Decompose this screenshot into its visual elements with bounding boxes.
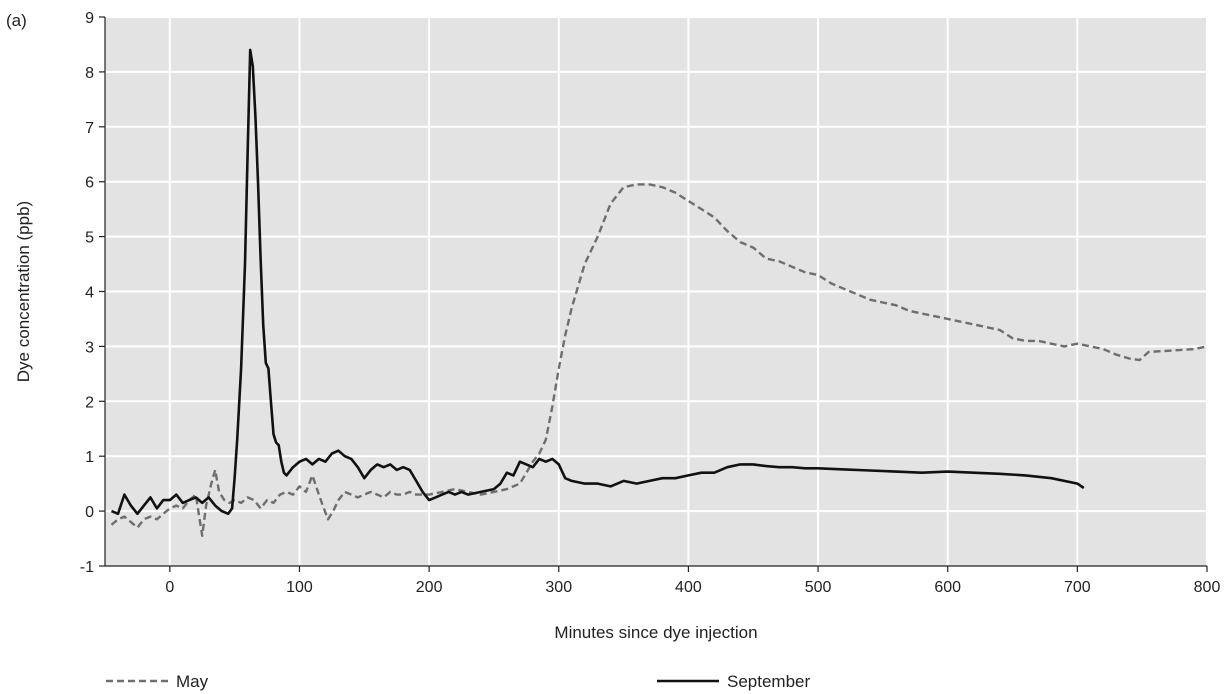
legend: May September — [106, 672, 810, 691]
y-tick-label: 1 — [85, 449, 94, 466]
y-axis-ticks: -1 0 1 2 3 4 5 6 7 8 9 — [80, 10, 105, 576]
series-lines — [110, 48, 1208, 537]
x-tick-label: 700 — [1064, 579, 1091, 596]
x-tick-label: 200 — [416, 579, 443, 596]
y-tick-label: 3 — [85, 339, 94, 356]
series-line-may — [110, 183, 1208, 537]
y-tick-label: 0 — [85, 504, 94, 521]
x-tick-label: 500 — [805, 579, 832, 596]
y-axis-title: Dye concentration (ppb) — [14, 201, 33, 382]
y-tick-label: 2 — [85, 394, 94, 411]
x-tick-label: 600 — [934, 579, 961, 596]
panel-label: (a) — [6, 11, 27, 30]
y-tick-label: 7 — [85, 120, 94, 137]
y-tick-label: -1 — [80, 559, 94, 576]
y-tick-label: 8 — [85, 65, 94, 82]
x-tick-label: 100 — [286, 579, 313, 596]
x-axis-title: Minutes since dye injection — [554, 623, 757, 642]
series-line-september — [111, 48, 1085, 516]
x-tick-label: 400 — [675, 579, 702, 596]
legend-label-may: May — [176, 672, 209, 691]
x-tick-label: 800 — [1194, 579, 1221, 596]
x-tick-label: 300 — [545, 579, 572, 596]
y-tick-label: 5 — [85, 230, 94, 247]
y-tick-label: 4 — [85, 285, 94, 302]
x-tick-label: 0 — [165, 579, 174, 596]
x-axis-ticks: 0 100 200 300 400 500 600 700 800 — [165, 566, 1220, 596]
grid — [105, 16, 1208, 566]
y-tick-label: 6 — [85, 175, 94, 192]
y-tick-label: 9 — [85, 10, 94, 27]
legend-label-september: September — [727, 672, 810, 691]
